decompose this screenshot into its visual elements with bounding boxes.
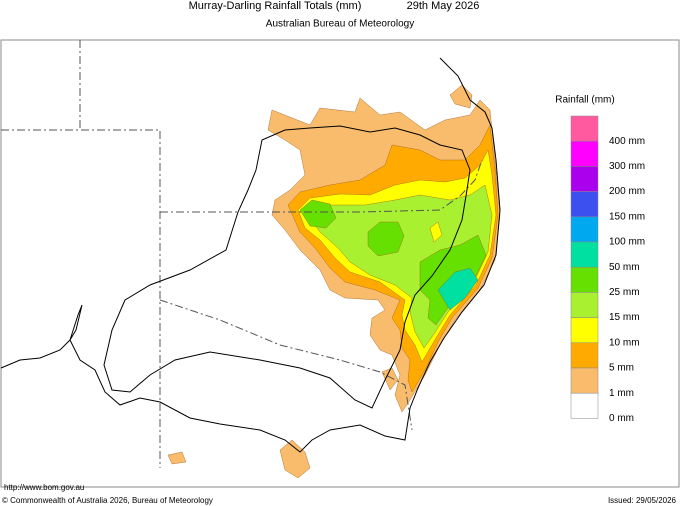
legend-swatch: [570, 115, 599, 142]
map-subtitle: Australian Bureau of Meteorology: [266, 19, 414, 30]
legend-swatch: [570, 191, 599, 218]
legend-label: 0 mm: [609, 413, 634, 424]
legend-label: 1 mm: [609, 388, 634, 399]
legend-label: 50 mm: [609, 262, 640, 273]
legend-swatch: [570, 342, 599, 369]
legend-swatch: [570, 392, 599, 419]
legend-label: 25 mm: [609, 287, 640, 298]
rain-field: [167, 84, 501, 479]
legend-swatch: [570, 241, 599, 268]
legend-label: 400 mm: [609, 136, 645, 147]
legend-swatch: [570, 216, 599, 243]
legend: Rainfall (mm) 400 mm 300 mm 200 mm 150 mm 10…: [555, 95, 645, 424]
legend-swatch: [570, 317, 599, 344]
legend-label: 15 mm: [609, 312, 640, 323]
legend-swatch: [570, 266, 599, 293]
state-borders: [1, 40, 483, 468]
rain-1mm: [167, 451, 187, 465]
legend-label: 150 mm: [609, 211, 645, 222]
rain-1mm: [279, 439, 311, 479]
rain-1mm: [381, 367, 399, 391]
legend-label: 300 mm: [609, 161, 645, 172]
rain-25mm: [299, 199, 337, 229]
map-title: Murray-Darling Rainfall Totals (mm): [189, 0, 362, 12]
state-border: [1, 129, 161, 468]
footer-copyright: © Commonwealth of Australia 2026, Bureau…: [2, 496, 213, 505]
basin-boundary: [103, 125, 471, 409]
outlines: [0, 57, 501, 453]
legend-swatch: [570, 140, 599, 167]
rain-10mm: [429, 221, 443, 243]
rain-50mm: [437, 267, 479, 311]
legend-label: 200 mm: [609, 186, 645, 197]
state-border: [160, 159, 483, 213]
footer-issued: Issued: 29/05/2026: [608, 496, 677, 505]
legend-title: Rainfall (mm): [555, 95, 614, 106]
legend-label: 100 mm: [609, 237, 645, 248]
coastline: [69, 304, 83, 341]
legend-label: 5 mm: [609, 363, 634, 374]
coastline: [0, 57, 501, 453]
footer-url: http://www.bom.gov.au: [4, 483, 84, 492]
map-date: 29th May 2026: [407, 0, 480, 12]
legend-swatch: [570, 367, 599, 394]
rain-1mm: [449, 84, 473, 109]
legend-swatch: [570, 166, 599, 192]
legend-label: 10 mm: [609, 337, 640, 348]
state-border: [159, 299, 413, 431]
legend-swatch: [570, 292, 599, 318]
rain-25mm: [367, 221, 405, 257]
